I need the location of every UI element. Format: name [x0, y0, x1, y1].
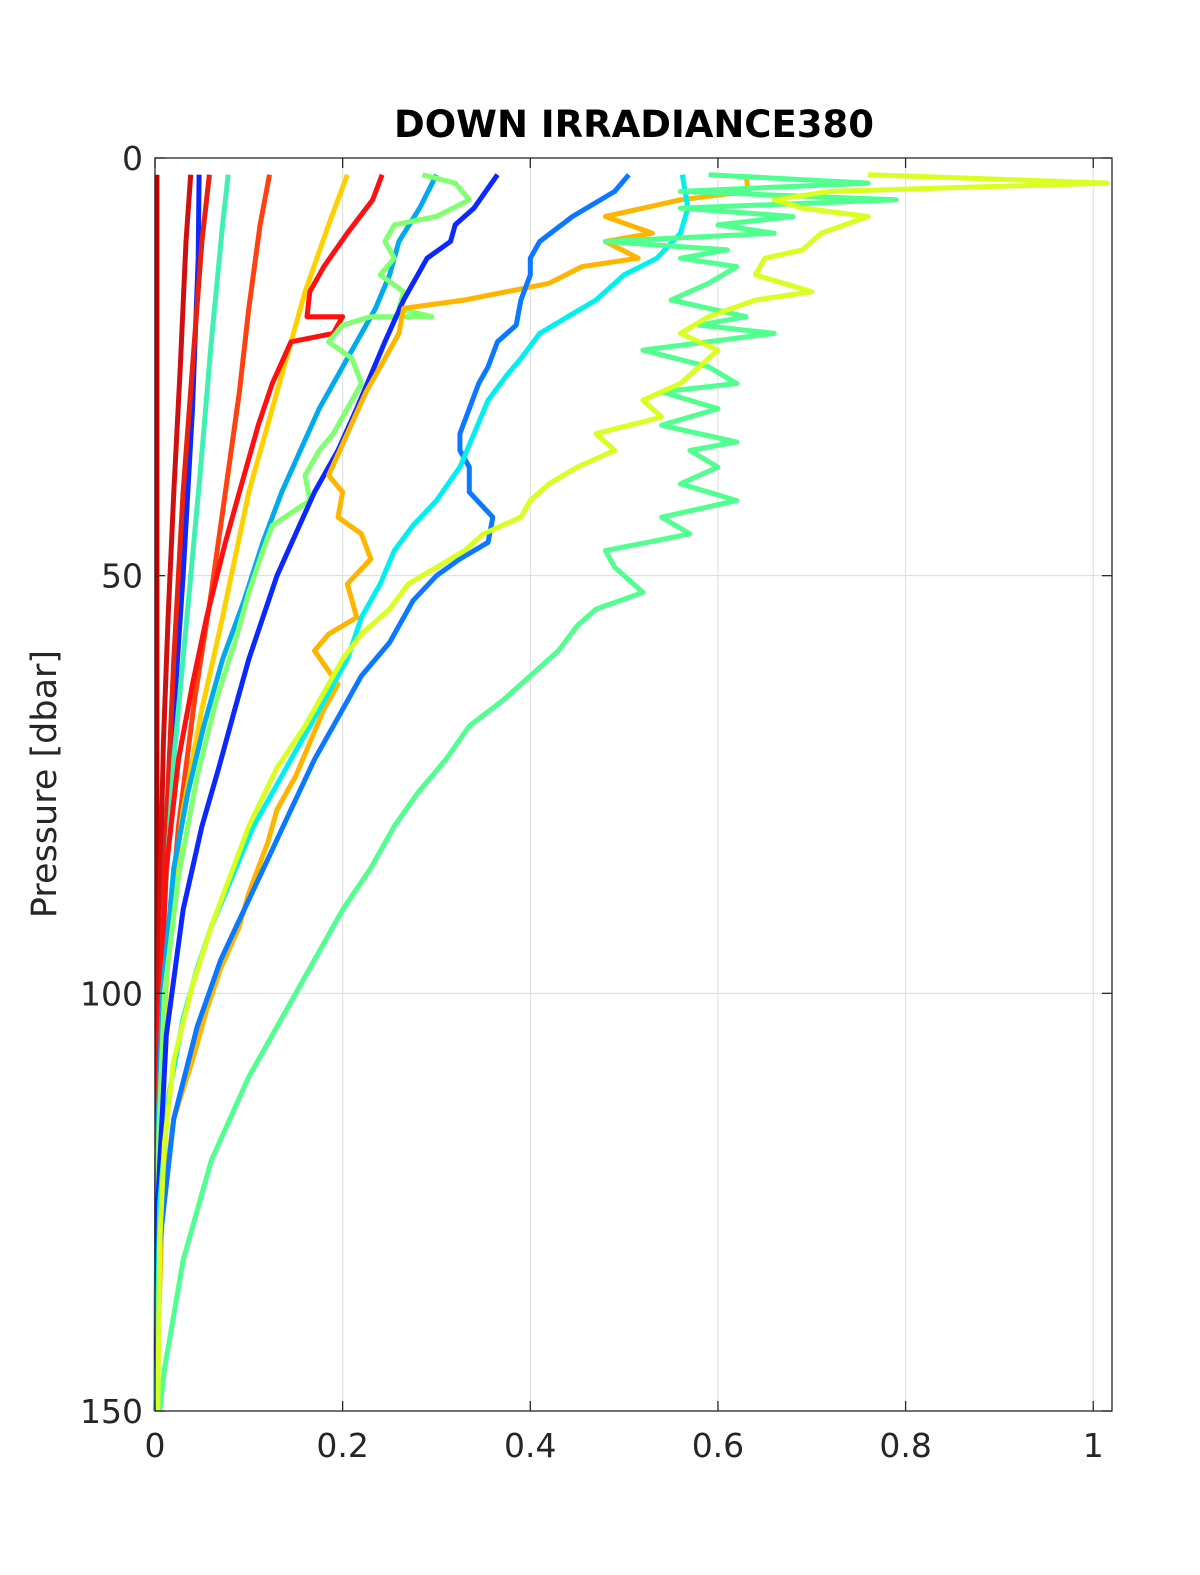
- y-tick-label: 150: [80, 1392, 143, 1431]
- series-layer: [153, 172, 1110, 1412]
- series-line-11: [153, 173, 500, 1412]
- plot-frame: [154, 157, 1113, 1412]
- x-tick-label: 1: [1083, 1426, 1104, 1465]
- y-tick-label: 50: [101, 557, 143, 596]
- plot-area: [155, 158, 1112, 1411]
- y-tick-label: 0: [122, 139, 143, 178]
- x-tick-label: 0.8: [879, 1426, 931, 1465]
- x-tick-label: 0.4: [504, 1426, 556, 1465]
- series-line-13: [153, 173, 631, 1412]
- chart-title: DOWN IRRADIANCE380: [394, 103, 874, 146]
- x-tick-label: 0.2: [316, 1426, 368, 1465]
- y-tick-label: 100: [80, 974, 143, 1013]
- series-line-9: [153, 173, 439, 1412]
- series-line-16: [155, 172, 1110, 1412]
- y-axis-label: Pressure [dbar]: [25, 650, 65, 918]
- series-line-8: [153, 173, 385, 1412]
- series-line-10: [153, 172, 472, 1412]
- x-tick-label: 0: [145, 1426, 166, 1465]
- axis-ticks: 0 0.2 0.4 0.6 0.8 1 0 50 100 150: [80, 139, 1112, 1465]
- series-line-15: [157, 172, 899, 1412]
- x-tick-label: 0.6: [692, 1426, 744, 1465]
